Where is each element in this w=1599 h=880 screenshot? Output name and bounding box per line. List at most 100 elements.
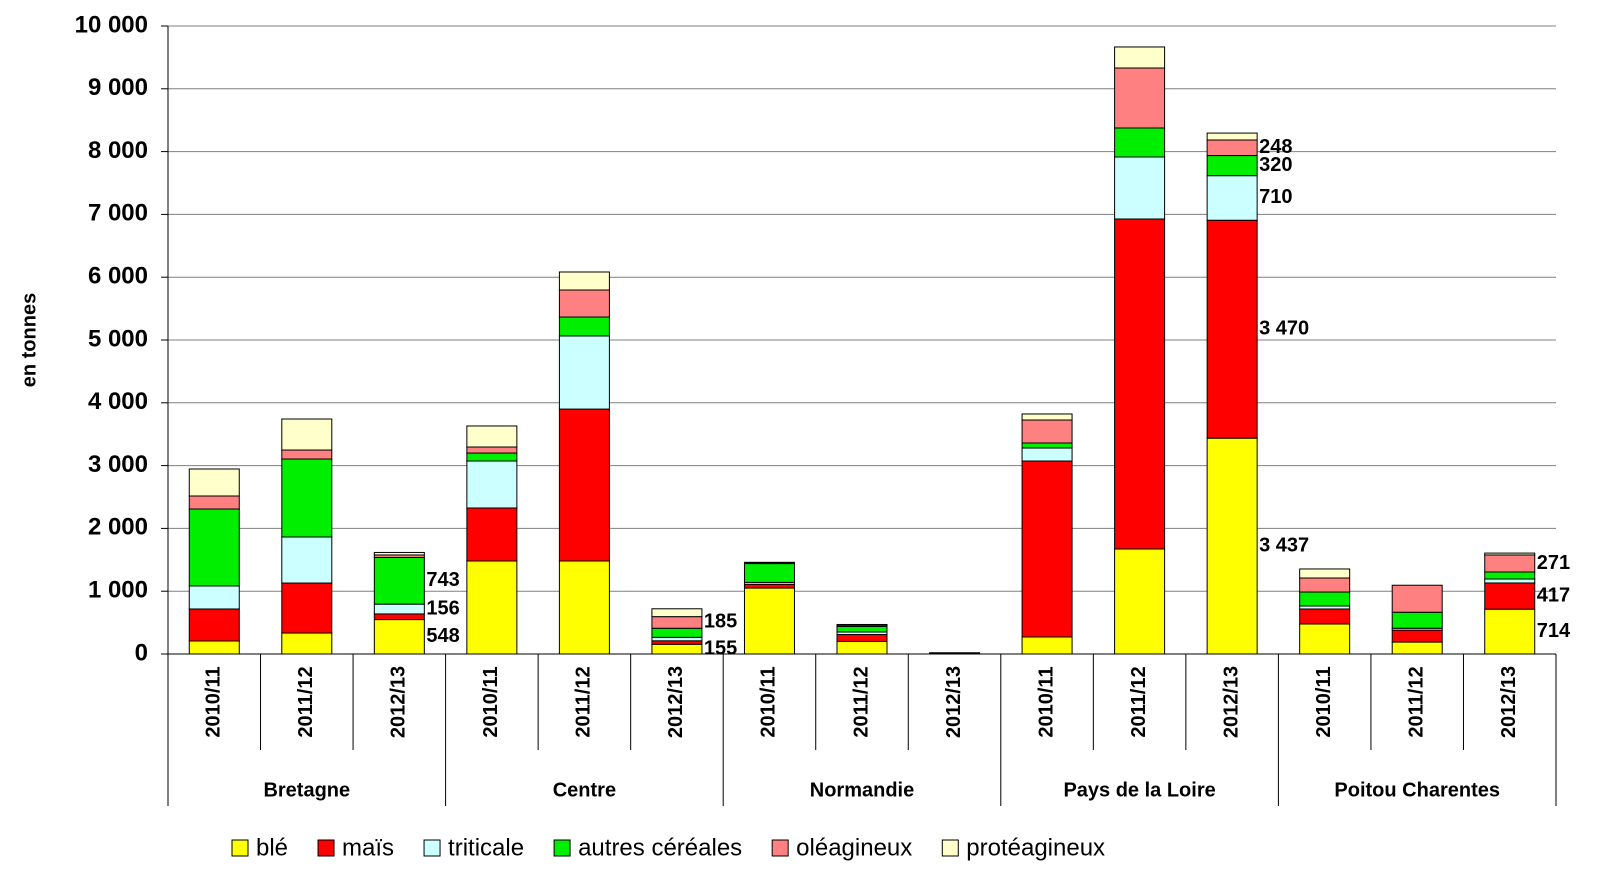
bar-segment [1484, 554, 1536, 573]
data-label: 548 [426, 625, 459, 647]
bar-segment [188, 585, 240, 610]
bar-segment [836, 623, 888, 626]
data-label: 3 437 [1259, 534, 1309, 556]
bar-segment [1299, 623, 1351, 655]
x-tick-label: 2011/12 [850, 666, 872, 737]
data-label: 320 [1259, 154, 1292, 176]
legend-label: triticale [448, 834, 524, 861]
legend-label: blé [256, 834, 288, 861]
y-tick-label: 9 000 [88, 74, 148, 101]
legend-label: protéagineux [966, 834, 1105, 861]
bar-segment [1391, 611, 1443, 629]
x-tick-label: 2012/13 [665, 666, 687, 738]
bar-segment [651, 616, 703, 629]
x-tick-label: 2011/12 [573, 666, 595, 737]
y-tick-label: 5 000 [88, 325, 148, 352]
bar-segment [1391, 584, 1443, 613]
x-tick-label: 2011/12 [1405, 666, 1427, 737]
y-tick-label: 4 000 [88, 388, 148, 415]
bar-segment [651, 640, 703, 645]
bar-segment [466, 560, 518, 655]
group-label: Pays de la Loire [1063, 779, 1215, 801]
bar-segment [1114, 46, 1166, 69]
x-tick-label: 2011/12 [1128, 666, 1150, 737]
bar-segment [188, 468, 240, 497]
bar-segment [1021, 413, 1073, 421]
bar-segment [1114, 67, 1166, 129]
bar-segment [188, 640, 240, 655]
x-tick-label: 2012/13 [1220, 666, 1242, 738]
x-tick-label: 2012/13 [943, 666, 965, 738]
bar-segment [373, 551, 425, 556]
bar-segment [466, 446, 518, 454]
y-tick-label: 8 000 [88, 137, 148, 164]
bar-segment [281, 582, 333, 634]
bar-segment [1299, 591, 1351, 607]
legend-label: oléagineux [796, 834, 912, 861]
bar-segment [651, 608, 703, 618]
y-tick-label: 0 [135, 639, 148, 666]
data-label: 156 [426, 597, 459, 619]
bar-segment [281, 458, 333, 538]
x-tick-label: 2011/12 [295, 666, 317, 737]
bar-segment [281, 449, 333, 460]
bar-segment [188, 508, 240, 587]
bar-segment [281, 632, 333, 655]
y-tick-label: 10 000 [75, 11, 148, 38]
bar-segment [1021, 636, 1073, 655]
x-tick-label: 2012/13 [388, 666, 410, 738]
data-label: 248 [1259, 136, 1292, 158]
bar-segment [1021, 447, 1073, 462]
bar-segment [466, 507, 518, 562]
bar-segment [1391, 641, 1443, 655]
bar-segment [836, 634, 888, 642]
bar-segment [373, 556, 425, 605]
bar-segment [1114, 218, 1166, 550]
legend-swatch [553, 839, 571, 857]
bar-segment [466, 452, 518, 462]
bar-segment [1206, 132, 1258, 141]
bar-segment [1021, 442, 1073, 449]
x-tick-label: 2010/11 [758, 666, 780, 737]
bar-segment [1484, 582, 1536, 610]
group-label: Bretagne [263, 779, 350, 801]
legend-swatch [771, 839, 789, 857]
legend-label: maïs [342, 834, 394, 861]
y-tick-label: 3 000 [88, 451, 148, 478]
y-tick-label: 1 000 [88, 577, 148, 604]
bar-segment [281, 536, 333, 584]
bar-segment [558, 271, 610, 291]
bar-segment [1391, 629, 1443, 643]
group-label: Poitou Charentes [1334, 779, 1500, 801]
legend-swatch [317, 839, 335, 857]
bar-segment [1206, 175, 1258, 221]
bar-segment [281, 418, 333, 451]
x-tick-label: 2010/11 [480, 666, 502, 737]
x-tick-label: 2010/11 [1313, 666, 1335, 737]
y-tick-label: 6 000 [88, 263, 148, 290]
bar-segment [558, 560, 610, 655]
bar-segment [836, 640, 888, 655]
bar-segment [1484, 608, 1536, 655]
legend-swatch [941, 839, 959, 857]
bar-segment [558, 316, 610, 337]
data-label: 185 [704, 611, 737, 633]
bar-segment [651, 627, 703, 638]
bar-segment [1206, 139, 1258, 157]
bar-segment [651, 636, 703, 642]
data-label: 417 [1537, 584, 1570, 606]
bar-segment [743, 561, 795, 564]
bar-segment [373, 619, 425, 655]
bar-segment [1206, 155, 1258, 177]
bar-segment [1021, 419, 1073, 444]
y-tick-label: 2 000 [88, 514, 148, 541]
y-axis-label: en tonnes [18, 293, 40, 387]
data-label: 155 [704, 637, 737, 659]
legend-swatch [423, 839, 441, 857]
bar-segment [558, 408, 610, 562]
bar-segment [1299, 568, 1351, 579]
bar-segment [466, 425, 518, 448]
bar-segment [373, 603, 425, 615]
bar-segment [836, 625, 888, 633]
